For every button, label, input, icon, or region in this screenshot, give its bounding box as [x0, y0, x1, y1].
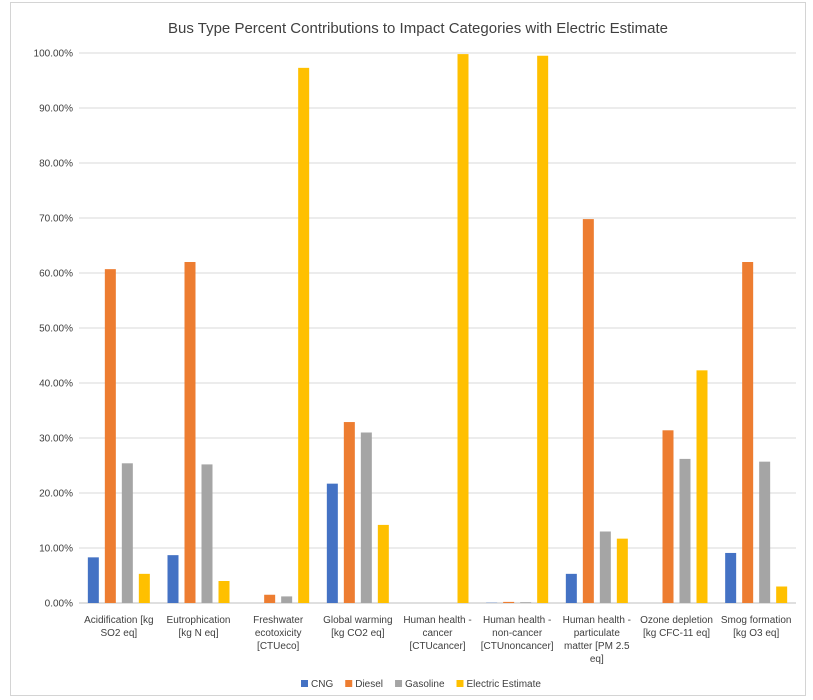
legend-swatch	[395, 680, 403, 687]
bar-diesel	[343, 422, 355, 603]
x-category-label: Human health -particulate matter [PM 2.5 e…	[563, 615, 631, 665]
bar-chart: Bus Type Percent Contributions to Impact…	[34, 20, 796, 690]
bar-electric-estimate	[537, 55, 549, 603]
y-tick-label: 40.00%	[39, 379, 73, 390]
y-tick-label: 20.00%	[39, 489, 73, 500]
chart-frame: Bus Type Percent Contributions to Impact…	[10, 2, 806, 696]
legend-swatch	[345, 680, 353, 687]
bar-gasoline	[520, 602, 532, 603]
bar-electric-estimate	[218, 581, 230, 603]
bar-gasoline	[759, 461, 771, 603]
bar-electric-estimate	[457, 54, 469, 604]
bar-gasoline	[121, 463, 133, 603]
legend-swatch	[456, 680, 464, 687]
bar-electric-estimate	[298, 67, 310, 604]
x-category-label: Human health -cancer [CTUcancer]	[403, 615, 471, 652]
y-tick-label: 90.00%	[39, 104, 73, 115]
y-tick-label: 70.00%	[39, 214, 73, 225]
bar-gasoline	[679, 458, 691, 603]
y-tick-label: 0.00%	[45, 599, 73, 610]
x-category-label: Global warming [kg CO2 eq]	[323, 615, 392, 639]
bar-cng	[167, 555, 179, 603]
bar-cng	[565, 573, 577, 603]
legend-swatch	[301, 680, 308, 687]
legend-entry: Diesel	[355, 679, 383, 690]
legend-entry: CNG	[311, 679, 333, 690]
x-category-label: Human health -non-cancer [CTUnoncancer]	[481, 615, 554, 652]
bars	[87, 54, 788, 604]
x-category-label: Freshwater ecotoxicity [CTUeco]	[253, 615, 304, 652]
bar-cng	[326, 483, 338, 603]
legend: CNG Diesel Gasoline Electric Estimate	[301, 679, 541, 690]
bar-electric-estimate	[696, 370, 708, 603]
chart-title: Bus Type Percent Contributions to Impact…	[168, 20, 668, 37]
legend-entry: Gasoline	[405, 679, 445, 690]
bar-gasoline	[201, 464, 213, 603]
x-category-label: Ozone depletion [kg CFC-11 eq]	[640, 615, 713, 639]
y-tick-label: 10.00%	[39, 544, 73, 555]
bar-gasoline	[360, 432, 372, 603]
bar-diesel	[503, 601, 515, 603]
bar-diesel	[582, 219, 594, 603]
gridlines	[79, 52, 796, 604]
y-tick-label: 100.00%	[34, 49, 74, 60]
legend-entry: Electric Estimate	[467, 679, 542, 690]
bar-diesel	[662, 430, 674, 603]
y-axis-ticks: 0.00% 10.00% 20.00% 30.00% 40.00% 50.00% 60.00…	[34, 49, 74, 610]
y-tick-label: 50.00%	[39, 324, 73, 335]
x-category-label: Eutrophication [kg N eq]	[167, 615, 231, 639]
x-axis-categories: Acidification [kg SO2 eq] Eutrophication [k…	[84, 615, 791, 665]
bar-diesel	[104, 269, 116, 603]
bar-electric-estimate	[377, 524, 389, 603]
x-category-label: Smog formation [kg O3 eq]	[721, 615, 792, 639]
bar-cng	[87, 557, 99, 603]
bar-diesel	[264, 594, 276, 603]
bar-electric-estimate	[138, 573, 150, 603]
x-category-label: Acidification [kg SO2 eq]	[84, 615, 153, 639]
y-tick-label: 80.00%	[39, 159, 73, 170]
bar-gasoline	[281, 596, 293, 603]
bar-diesel	[184, 262, 196, 603]
y-tick-label: 30.00%	[39, 434, 73, 445]
bar-gasoline	[599, 531, 611, 603]
bar-electric-estimate	[616, 538, 628, 603]
bar-electric-estimate	[776, 586, 788, 603]
bar-cng	[725, 552, 737, 603]
y-tick-label: 60.00%	[39, 269, 73, 280]
bar-diesel	[742, 262, 754, 603]
